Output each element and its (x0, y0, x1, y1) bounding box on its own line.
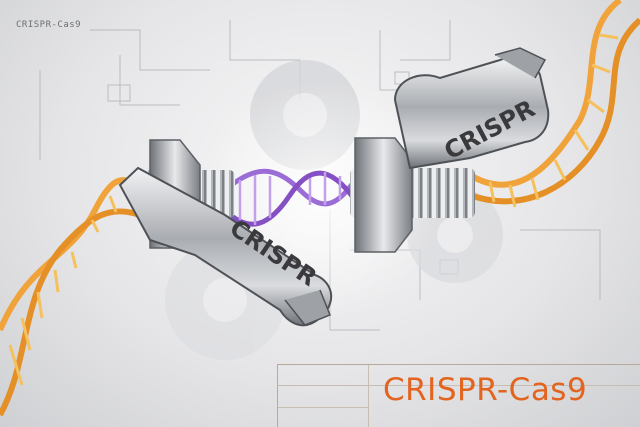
dna-helix-icon (223, 168, 358, 227)
wrench-icon: CRISPR (393, 47, 550, 170)
corner-label: CRISPR-Cas9 (16, 20, 82, 30)
title-plate (277, 364, 640, 427)
bolt-icon (350, 137, 475, 253)
dna-helix-icon (468, 0, 640, 208)
page-title: CRISPR-Cas9 (383, 372, 588, 408)
dna-helix-icon (0, 177, 141, 417)
